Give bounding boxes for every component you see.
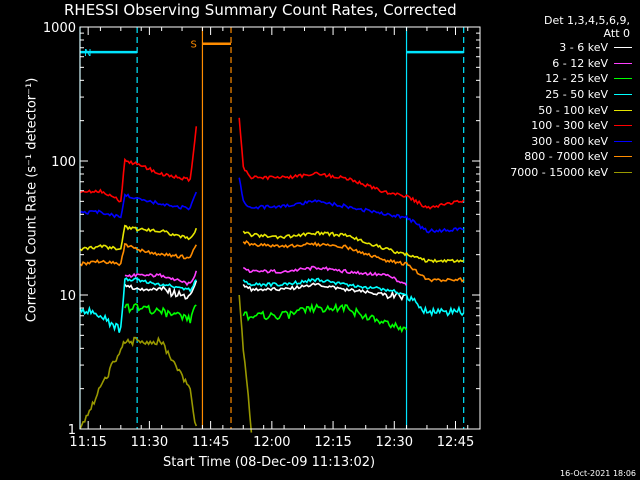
legend-swatch [614,78,632,80]
plot-frame [79,26,481,430]
series-line [124,303,197,324]
axes: 1 10 100 1000 11:15 11:30 11:45 12:00 12:15 12:30… [43,21,481,450]
mode-lines [79,27,465,429]
x-axis-label: Start Time (08-Dec-09 11:13:02) [163,455,376,470]
legend-item: 50 - 100 keV [510,102,632,118]
legend-label: 7000 - 15000 keV [510,166,608,180]
legend: 3 - 6 keV 6 - 12 keV 12 - 25 keV 25 - 50 ke… [510,40,632,180]
timestamp: 16-Oct-2021 18:06 [560,469,636,478]
x-tick-label: 12:00 [253,435,290,450]
x-tick-label: 12:45 [437,435,474,450]
legend-item: 12 - 25 keV [510,71,632,87]
series-line [242,302,408,334]
legend-header-line-1: Det 1,3,4,5,6,9, [543,14,630,27]
legend-item: 7000 - 15000 keV [510,165,632,181]
legend-swatch [614,109,632,111]
legend-item: 800 - 7000 keV [510,149,632,165]
series-line [79,335,198,430]
legend-label: 6 - 12 keV [552,56,608,70]
series-line [242,265,408,286]
legend-label: 100 - 300 keV [531,119,608,133]
y-tick-label: 100 [51,155,76,170]
series-line [242,230,465,264]
x-tick-label: 11:45 [192,435,229,450]
x-tick-label: 12:15 [314,435,351,450]
flag-bars: NS [80,40,464,59]
series-line [124,270,198,287]
y-tick-label: 1000 [43,21,76,36]
series-group [79,117,465,433]
legend-swatch [614,125,632,127]
legend-header-line-2: Att 0 [603,27,630,40]
legend-item: 25 - 50 keV [510,87,632,103]
x-tick-label: 11:15 [69,435,106,450]
legend-label: 3 - 6 keV [559,41,608,55]
flag-label: N [84,48,91,59]
series-line [238,117,465,210]
legend-swatch [614,140,632,142]
legend-item: 300 - 800 keV [510,134,632,150]
legend-label: 25 - 50 keV [545,88,608,102]
x-tick-label: 12:30 [376,435,413,450]
y-axis-label: Corrected Count Rate (s⁻¹ detector⁻¹) [24,77,40,323]
legend-label: 300 - 800 keV [531,134,608,148]
chart-title: RHESSI Observing Summary Count Rates, Co… [64,1,457,19]
legend-swatch [614,156,632,158]
series-line [79,224,198,252]
y-tick-label: 1 [68,423,76,438]
series-line [79,242,198,267]
series-line [242,277,465,318]
legend-swatch [614,172,632,174]
series-line [124,280,198,300]
series-line [242,282,407,302]
legend-label: 12 - 25 keV [545,72,608,86]
flag-label: S [190,40,196,51]
series-line [238,177,464,234]
series-line [238,294,253,433]
legend-header: Det 1,3,4,5,6,9, Att 0 [544,14,630,40]
legend-item: 100 - 300 keV [510,118,632,134]
legend-item: 6 - 12 keV [510,56,632,72]
y-tick-label: 10 [59,289,76,304]
legend-label: 50 - 100 keV [538,103,608,117]
series-line [242,240,465,283]
x-tick-label: 11:30 [131,435,168,450]
legend-label: 800 - 7000 keV [524,150,608,164]
legend-swatch [614,47,632,49]
series-line [79,126,198,203]
legend-item: 3 - 6 keV [510,40,632,56]
legend-swatch [614,94,632,96]
legend-swatch [614,62,632,64]
series-line [79,191,198,219]
series-line [79,277,197,333]
